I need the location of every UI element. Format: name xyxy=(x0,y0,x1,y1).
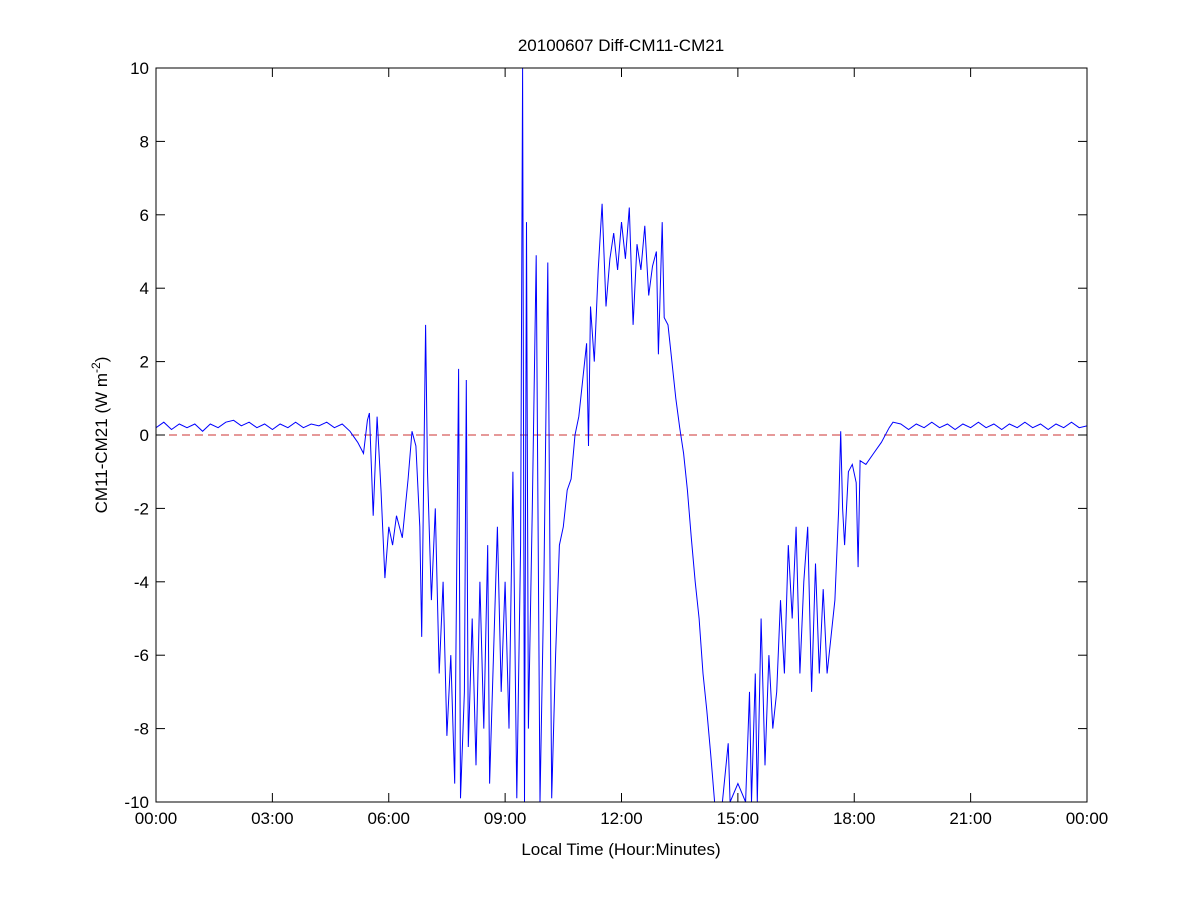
x-axis-label: Local Time (Hour:Minutes) xyxy=(521,840,720,859)
plot-area: 00:00 03:00 06:00 09:00 12:00 15:00 18:00 21:00… xyxy=(124,59,1108,828)
y-tick-label: -4 xyxy=(134,573,149,592)
y-axis-label-end: ) xyxy=(92,357,111,363)
axes-box xyxy=(155,67,1088,803)
y-axis-label: CM11-CM21 (W m-2) xyxy=(89,357,111,514)
y-tick-label: 10 xyxy=(130,59,149,78)
y-tick-label: 0 xyxy=(140,426,149,445)
chart-title: 20100607 Diff-CM11-CM21 xyxy=(518,36,724,55)
y-tick-label: 8 xyxy=(140,132,149,151)
y-tick-label: 6 xyxy=(140,206,149,225)
y-tick-label: 4 xyxy=(140,279,149,298)
x-tick-label: 12:00 xyxy=(600,809,643,828)
y-tick-label: 2 xyxy=(140,353,149,372)
y-axis-label-main: CM11-CM21 (W m xyxy=(92,373,111,513)
y-tick-label: -2 xyxy=(134,499,149,518)
x-tick-label: 00:00 xyxy=(1066,809,1109,828)
x-tick-label: 03:00 xyxy=(251,809,294,828)
x-tick-label: 18:00 xyxy=(833,809,876,828)
y-tick-label: -6 xyxy=(134,646,149,665)
y-tick-label: -8 xyxy=(134,720,149,739)
x-tick-label: 06:00 xyxy=(367,809,410,828)
x-tick-label: 00:00 xyxy=(135,809,178,828)
x-tick-label: 15:00 xyxy=(717,809,760,828)
x-tick-label: 09:00 xyxy=(484,809,527,828)
x-tick-label: 21:00 xyxy=(949,809,992,828)
y-tick-label: -10 xyxy=(124,793,149,812)
y-axis-label-sup: -2 xyxy=(89,362,103,373)
data-series-line xyxy=(156,68,1087,802)
